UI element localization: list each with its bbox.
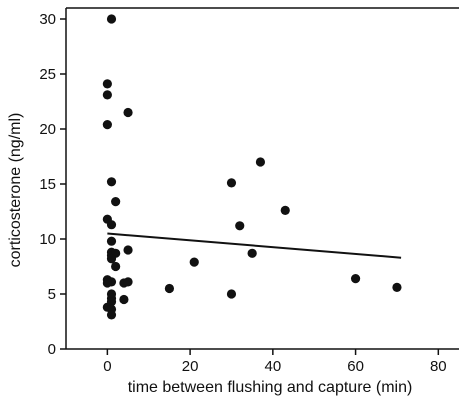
data-point xyxy=(111,197,121,207)
y-tick-label: 15 xyxy=(39,176,56,193)
y-tick-label: 10 xyxy=(39,231,56,248)
x-tick-label: 0 xyxy=(103,358,111,375)
data-point xyxy=(255,157,266,167)
data-point xyxy=(280,205,290,215)
data-point xyxy=(226,178,237,188)
data-point xyxy=(106,177,117,187)
data-point xyxy=(226,289,237,299)
x-tick-label: 40 xyxy=(264,358,281,375)
data-point xyxy=(106,310,117,320)
data-point xyxy=(350,274,361,284)
data-point xyxy=(123,245,133,255)
data-point xyxy=(123,277,133,287)
data-point xyxy=(119,294,129,305)
data-point xyxy=(189,257,199,267)
x-tick-label: 80 xyxy=(430,358,447,375)
y-tick-label: 30 xyxy=(39,11,56,28)
data-point xyxy=(102,120,112,130)
data-point xyxy=(106,236,117,246)
data-point xyxy=(392,282,402,292)
x-tick-label: 20 xyxy=(182,358,199,375)
data-point xyxy=(102,278,112,288)
data-point xyxy=(235,221,245,231)
trendline-layer xyxy=(107,232,402,259)
y-tick-label: 20 xyxy=(39,121,56,138)
points-layer xyxy=(102,14,402,320)
y-axis-title: corticosterone (ng/ml) xyxy=(7,113,24,268)
data-point xyxy=(102,90,112,100)
y-tick-label: 0 xyxy=(48,341,56,358)
data-point xyxy=(247,248,257,258)
data-point xyxy=(106,254,117,264)
data-point xyxy=(106,220,117,230)
data-point xyxy=(111,261,121,272)
x-axis-title: time between flushing and capture (min) xyxy=(128,379,413,396)
y-tick-label: 25 xyxy=(39,66,56,83)
data-point xyxy=(164,283,175,294)
data-point xyxy=(106,14,117,24)
regression-line xyxy=(107,232,402,259)
y-tick-label: 5 xyxy=(48,286,56,303)
data-point xyxy=(102,79,112,89)
data-point xyxy=(123,107,133,118)
x-tick-label: 60 xyxy=(347,358,364,375)
axes-layer: 0 5 10 15 20 25 30 0 20 40 60 80 xyxy=(39,7,459,375)
